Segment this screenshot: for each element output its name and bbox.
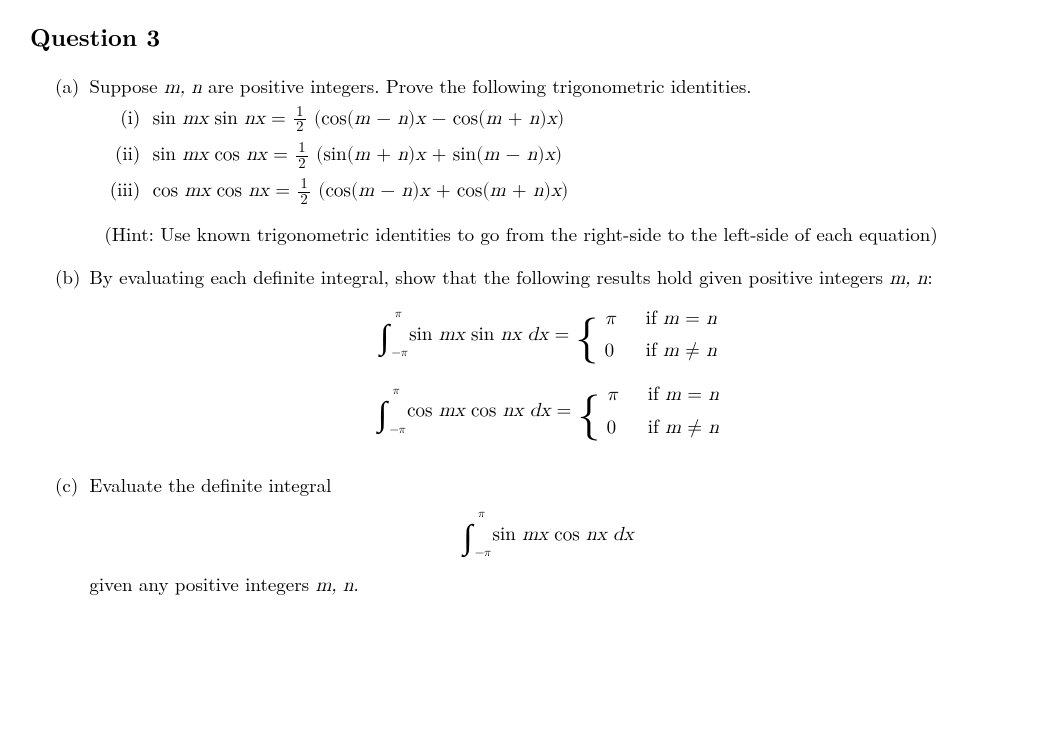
- part-c-label: (c): [55, 471, 83, 498]
- identity-i-equation: sin mx sin nx = 12 (cos(m − n)x − cos(m …: [153, 109, 565, 128]
- left-brace-icon: {: [577, 388, 600, 434]
- identity-iii-equation: cos mx cos nx = 12 (cos(m − n)x + cos(m …: [153, 181, 569, 200]
- part-a-hint: (Hint: Use known trigonometric identitie…: [104, 220, 1007, 247]
- part-b: (b) By evaluating each definite integral…: [55, 263, 1008, 456]
- part-c-outro: given any positive integers m, n.: [89, 570, 358, 597]
- part-a-intro: Suppose m, n are positive integers. Prov…: [89, 72, 751, 99]
- identity-ii: (ii) sin mx cos nx = 12 (sin(m + n)x + s…: [104, 139, 1007, 171]
- part-c-intro: Evaluate the definite integral: [89, 471, 331, 498]
- part-b-intro: By evaluating each definite integral, sh…: [89, 263, 932, 290]
- integral-symbol-icon: ∫π−π: [378, 387, 387, 435]
- question-title: Question 3: [30, 20, 1008, 54]
- part-c: (c) Evaluate the definite integral ∫π−π …: [55, 471, 1008, 597]
- part-a-label: (a): [55, 72, 83, 99]
- integral-cos-cos: ∫π−π cos mx cos nx dx = { π if m = n 0 i…: [89, 378, 1007, 443]
- integral-sin-sin: ∫π−π sin mx sin nx dx = { π if m = n 0 i…: [89, 302, 1007, 367]
- identity-iii-label: (iii): [104, 175, 140, 202]
- part-a: (a) Suppose m, n are positive integers. …: [55, 72, 1008, 247]
- integral-symbol-icon: ∫π−π: [380, 310, 389, 358]
- left-brace-icon: {: [575, 311, 598, 357]
- integral-symbol-icon: ∫π−π: [463, 510, 472, 558]
- identity-ii-label: (ii): [104, 139, 140, 166]
- integral-sin-cos: ∫π−π sin mx cos nx dx: [89, 510, 1007, 558]
- identity-i-label: (i): [104, 103, 140, 130]
- identity-ii-equation: sin mx cos nx = 12 (sin(m + n)x + sin(m …: [153, 145, 563, 164]
- identity-i: (i) sin mx sin nx = 12 (cos(m − n)x − co…: [104, 103, 1007, 135]
- part-b-label: (b): [55, 263, 83, 290]
- identity-iii: (iii) cos mx cos nx = 12 (cos(m − n)x + …: [104, 175, 1007, 207]
